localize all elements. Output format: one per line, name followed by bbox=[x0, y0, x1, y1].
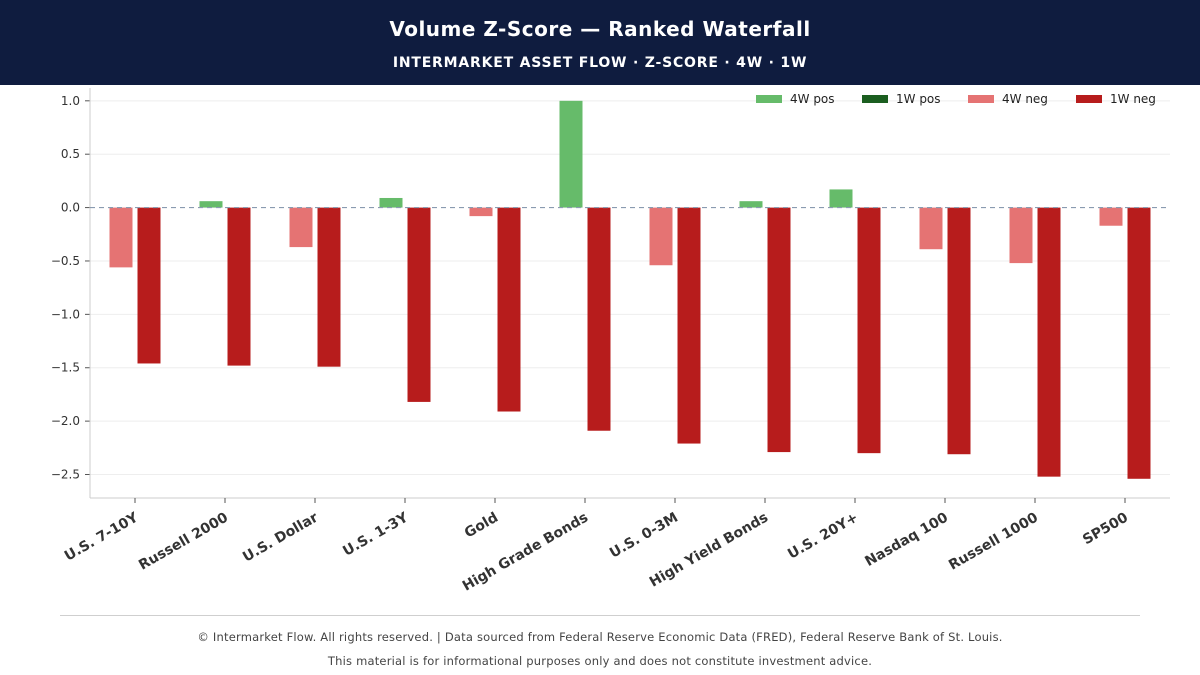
legend-swatch bbox=[968, 95, 994, 103]
waterfall-chart: 1.00.50.0−0.5−1.0−1.5−2.0−2.5U.S. 7-10YR… bbox=[51, 88, 1170, 595]
y-tick-label: −2.5 bbox=[51, 468, 80, 482]
footer-divider bbox=[60, 615, 1140, 616]
bar-4w bbox=[739, 201, 763, 208]
bar-4w bbox=[289, 207, 313, 248]
bar-1w bbox=[1037, 207, 1061, 477]
bar-4w bbox=[829, 189, 853, 208]
bar-1w bbox=[227, 207, 251, 366]
bar-4w bbox=[919, 207, 943, 250]
y-tick-label: 0.0 bbox=[61, 201, 80, 215]
bar-1w bbox=[407, 207, 431, 402]
bar-1w bbox=[947, 207, 971, 455]
y-tick-label: 1.0 bbox=[61, 94, 80, 108]
bar-1w bbox=[587, 207, 611, 431]
y-tick-label: 0.5 bbox=[61, 147, 80, 161]
legend-label: 1W neg bbox=[1110, 92, 1156, 106]
x-tick-label: U.S. 20Y+ bbox=[785, 510, 861, 563]
footer-disclaimer: This material is for informational purpo… bbox=[327, 654, 873, 668]
legend-label: 4W pos bbox=[790, 92, 835, 106]
bar-4w bbox=[199, 201, 223, 208]
bar-1w bbox=[137, 207, 161, 364]
bar-4w bbox=[379, 197, 403, 208]
x-tick-label: Nasdaq 100 bbox=[862, 509, 951, 570]
y-tick-label: −1.5 bbox=[51, 361, 80, 375]
bar-4w bbox=[559, 100, 583, 208]
x-tick-label: SP500 bbox=[1080, 509, 1131, 548]
bar-1w bbox=[857, 207, 881, 454]
bar-4w bbox=[109, 207, 133, 268]
x-tick-label: Russell 1000 bbox=[946, 509, 1041, 573]
x-tick-label: U.S. Dollar bbox=[240, 510, 321, 566]
bar-4w bbox=[469, 207, 493, 217]
x-tick-label: U.S. 0-3M bbox=[607, 510, 681, 562]
x-tick-label: Gold bbox=[462, 510, 501, 542]
legend-label: 1W pos bbox=[896, 92, 941, 106]
bar-4w bbox=[1009, 207, 1033, 264]
bar-4w bbox=[1099, 207, 1123, 226]
bar-1w bbox=[1127, 207, 1151, 479]
legend-label: 4W neg bbox=[1002, 92, 1048, 106]
bar-1w bbox=[497, 207, 521, 412]
y-tick-label: −1.0 bbox=[51, 307, 80, 321]
chart-header: Volume Z-Score — Ranked Waterfall INTERM… bbox=[0, 0, 1200, 85]
y-tick-label: −0.5 bbox=[51, 254, 80, 268]
chart-subtitle: INTERMARKET ASSET FLOW · Z-SCORE · 4W · … bbox=[392, 55, 808, 71]
legend-swatch bbox=[756, 95, 782, 103]
x-tick-label: U.S. 7-10Y bbox=[62, 509, 142, 564]
x-tick-label: U.S. 1-3Y bbox=[340, 509, 411, 559]
bar-4w bbox=[649, 207, 673, 266]
legend-swatch bbox=[1076, 95, 1102, 103]
chart-title: Volume Z-Score — Ranked Waterfall bbox=[389, 17, 811, 41]
bar-1w bbox=[317, 207, 341, 367]
y-tick-label: −2.0 bbox=[51, 414, 80, 428]
bar-1w bbox=[677, 207, 701, 444]
x-tick-label: Russell 2000 bbox=[136, 509, 231, 573]
legend-swatch bbox=[862, 95, 888, 103]
bar-1w bbox=[767, 207, 791, 453]
footer-copyright: © Intermarket Flow. All rights reserved.… bbox=[197, 630, 1003, 644]
